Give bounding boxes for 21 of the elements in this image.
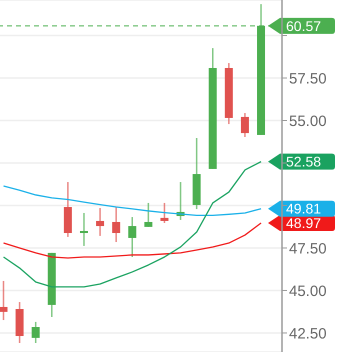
data-label: 52.58 [286, 154, 322, 170]
candlestick [112, 206, 120, 243]
candlestick [32, 321, 40, 344]
line-series [2, 160, 262, 288]
y-tick-label: 42.50 [289, 325, 327, 342]
candlestick [144, 202, 152, 228]
ref-line-label: 60.57 [286, 18, 322, 34]
candlestick [160, 202, 168, 224]
y-tick-label: 45.00 [289, 282, 327, 300]
candlestick [240, 112, 249, 138]
line-series [2, 222, 262, 259]
data-label: 48.97 [286, 214, 322, 231]
candlestick [128, 216, 136, 258]
y-tick-label: 55.00 [289, 112, 327, 130]
y-tick-label: 57.50 [289, 70, 327, 88]
y-tick-label: 47.50 [289, 240, 327, 258]
candlestick [0, 280, 8, 321]
data-label: 49.81 [286, 200, 322, 217]
candlestick [80, 212, 88, 247]
candlestick [96, 207, 104, 237]
line-series [2, 185, 262, 216]
